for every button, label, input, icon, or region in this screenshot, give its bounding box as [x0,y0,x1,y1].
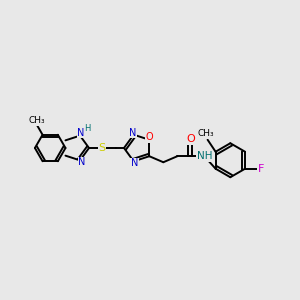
Text: N: N [77,128,85,138]
Text: O: O [186,134,195,144]
Text: F: F [258,164,264,174]
Text: N: N [131,158,138,168]
Text: N: N [129,128,136,138]
Text: O: O [146,132,153,142]
Text: CH₃: CH₃ [197,129,214,138]
Text: NH: NH [196,151,212,161]
Text: S: S [98,143,106,153]
Text: CH₃: CH₃ [28,116,45,125]
Text: N: N [78,158,86,167]
Text: H: H [84,124,90,133]
